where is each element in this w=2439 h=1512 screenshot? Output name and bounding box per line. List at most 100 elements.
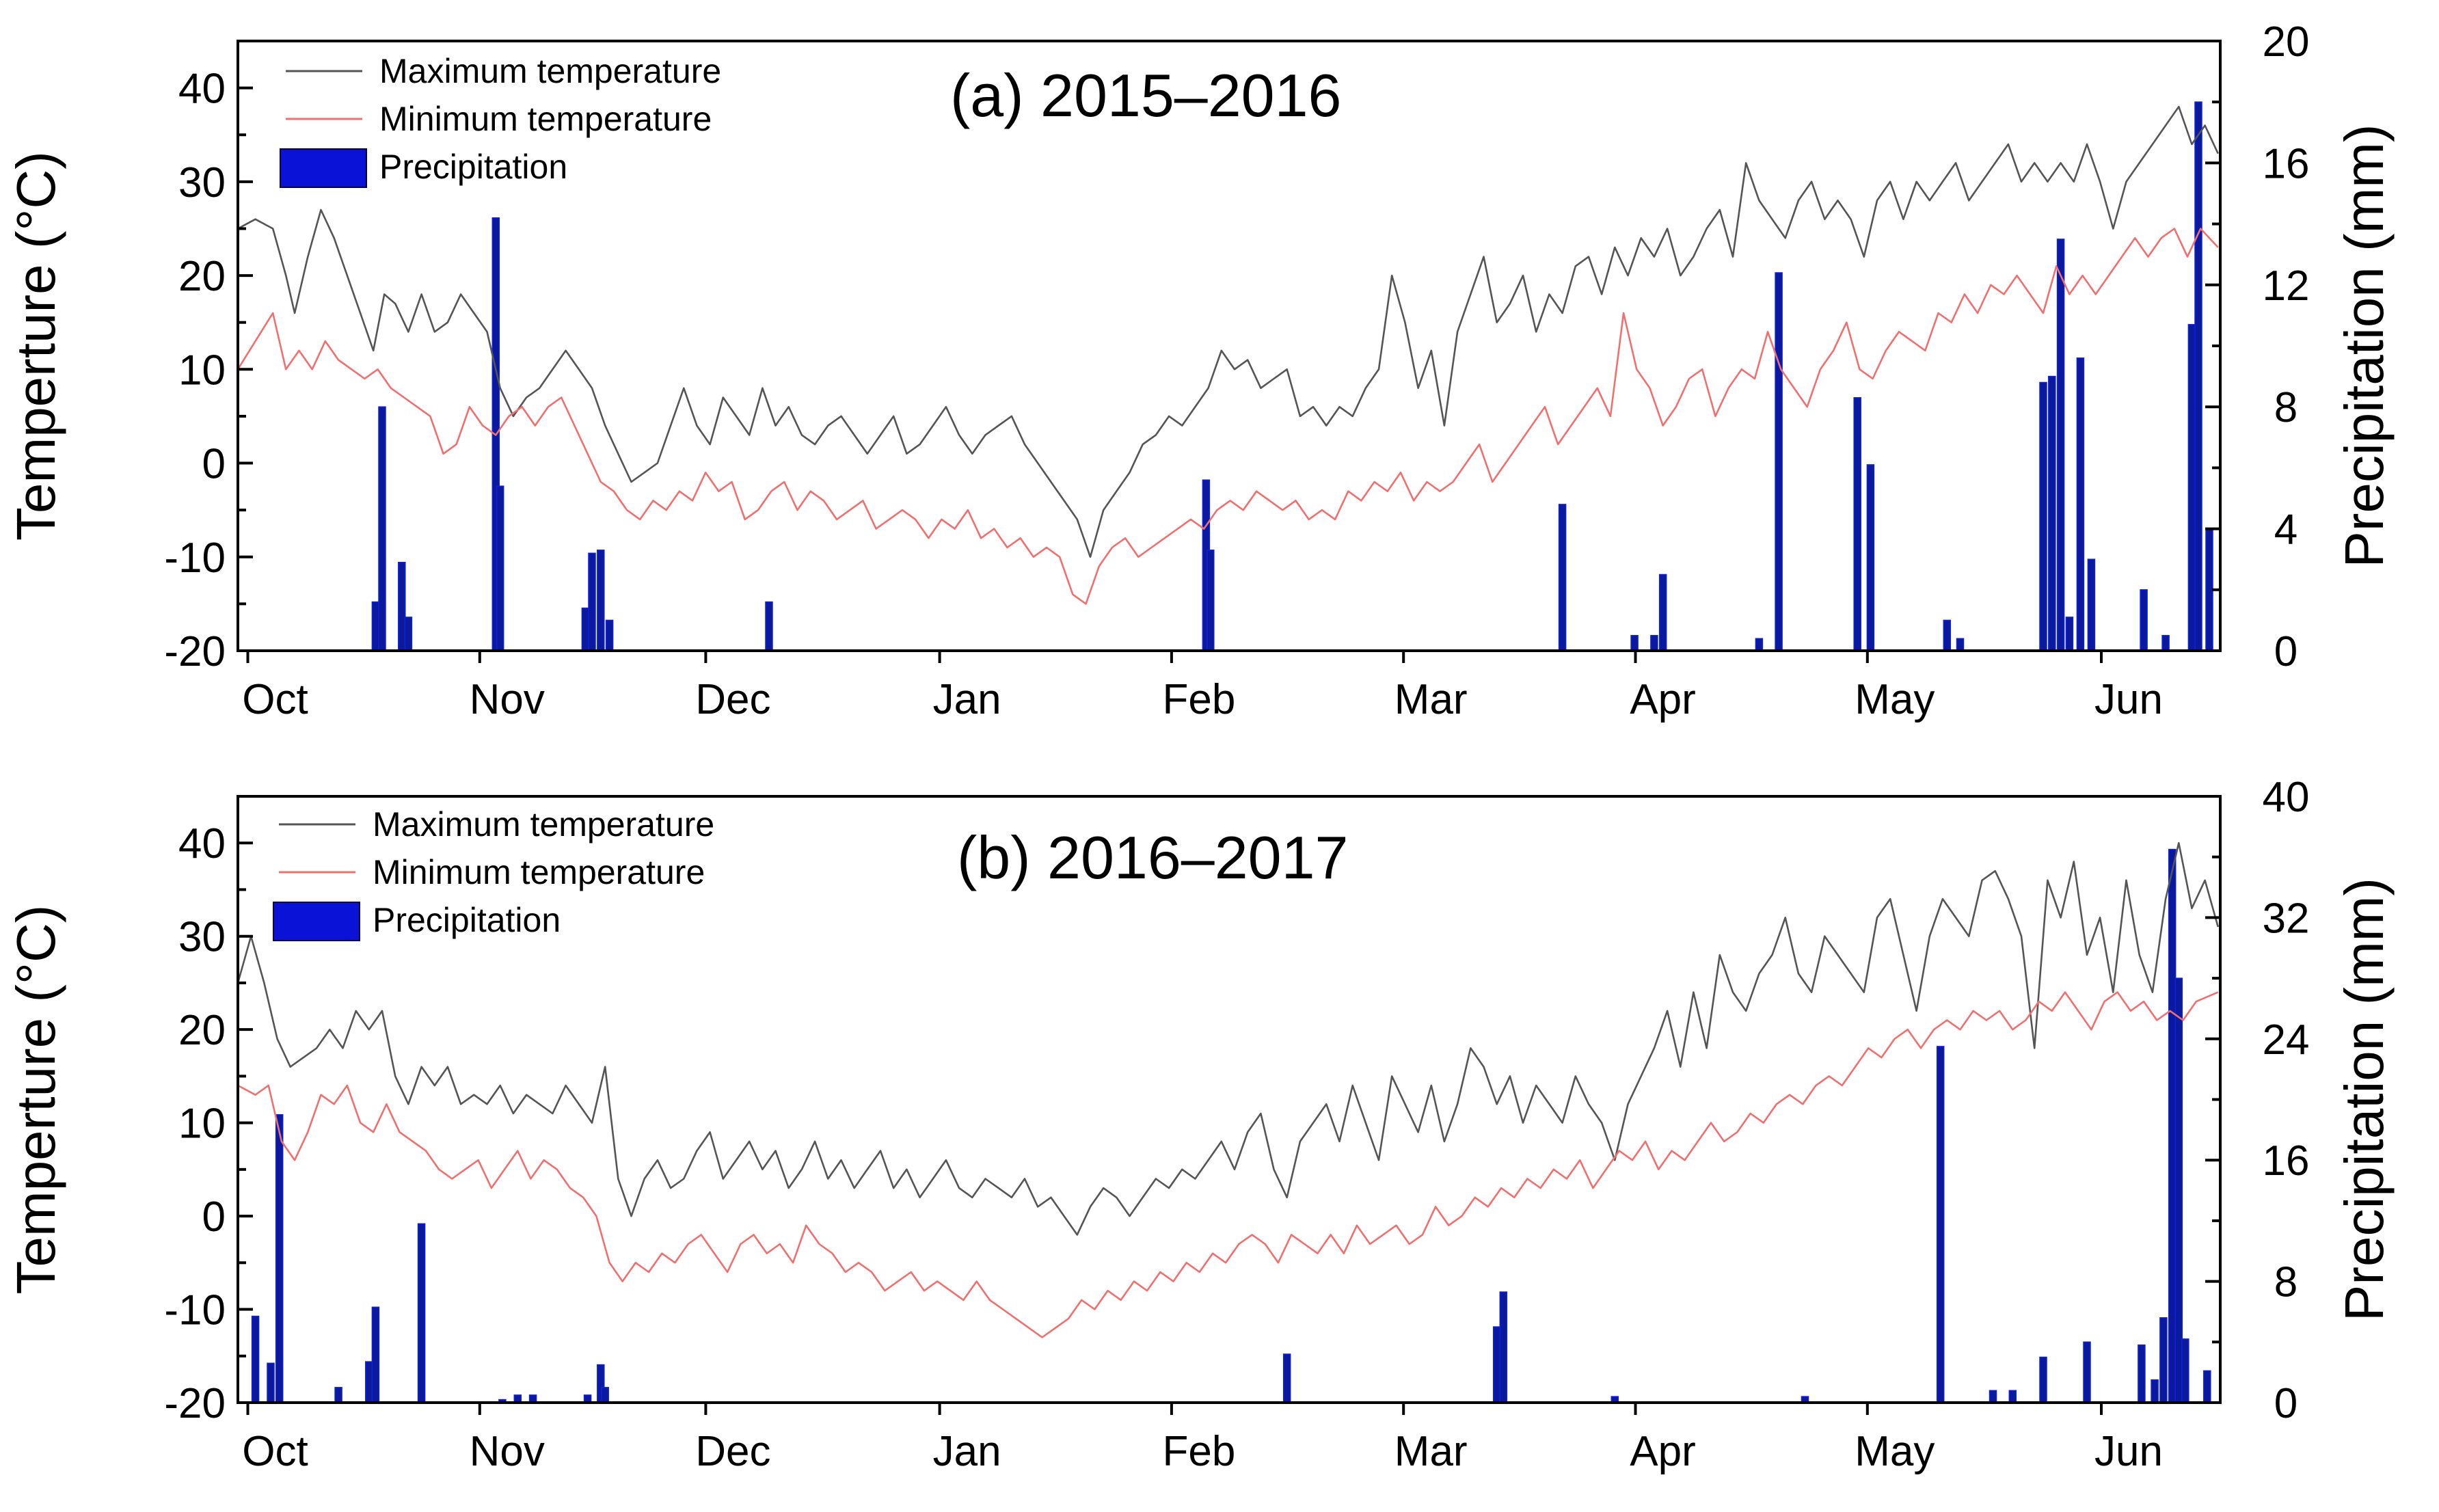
legend-label: Maximum temperature [379,52,721,90]
y-tick-label: -20 [164,1380,226,1427]
panel-b: 40 30 20 10 0 -10 -20 40 32 24 16 8 0 Oct Nov Dec Jan Feb… [5,774,2395,1475]
y2-tick-label: 8 [2274,384,2297,431]
precip-bar-10 [765,601,773,651]
y2-tick-label: 40 [2263,774,2310,821]
y-tick-label: 10 [178,1101,226,1148]
precip-bar-33 [2205,528,2213,651]
precip-bar-18 [1936,1046,1945,1403]
precip-bar-24 [2151,1379,2159,1403]
precip-bar-12 [1207,550,1215,651]
x-tick-label-jun: Jun [2094,676,2163,723]
precip-bar-19 [1989,1390,1997,1403]
x-tick-label-apr: Apr [1630,676,1695,723]
precip-bar-13 [1558,504,1567,651]
x-tick-label-jan: Jan [933,676,1001,723]
precip-bar-30 [2161,634,2170,651]
legend-swatch-precipitation [280,148,367,188]
x-tick-label-nov: Nov [470,676,545,723]
precip-bar-2 [275,1113,284,1403]
x-tick-label-oct: Oct [242,1428,308,1475]
precip-bar-0 [251,1315,260,1403]
precip-bar-20 [2008,1390,2017,1403]
x-tick-label-feb: Feb [1162,676,1235,723]
precip-bar-21 [2039,1356,2047,1403]
precip-bar-22 [2083,1341,2091,1403]
precip-bar-9 [605,619,614,651]
precip-bar-2 [398,561,406,651]
precip-bar-5 [496,485,504,651]
precip-bar-26 [2065,617,2074,651]
precip-bar-6 [417,1223,426,1403]
precip-bar-4 [365,1361,373,1403]
precip-bar-3 [334,1387,342,1403]
precip-bar-12 [601,1387,609,1403]
precip-bar-6 [581,607,590,651]
legend-label: Minimum temperature [373,853,705,891]
y2-tick-label: 32 [2263,895,2310,942]
precip-bar-5 [371,1306,380,1403]
y2-tick-label: 12 [2263,262,2310,310]
precip-bar-8 [597,550,605,651]
precip-bar-13 [1282,1353,1291,1403]
x-tick-label-mar: Mar [1394,676,1468,723]
max-temp-line [237,841,2220,1236]
y-tick-label: 40 [178,66,226,113]
precip-bar-1 [267,1362,275,1403]
y2-tick-label: 16 [2263,140,2310,187]
precip-bar-1 [378,406,386,651]
precip-bar-17 [1755,638,1764,651]
y2-tick-label: 20 [2263,18,2310,66]
precip-bar-28 [2181,1338,2189,1403]
y2-tick-label: 4 [2274,507,2297,554]
precip-bar-20 [1866,464,1875,651]
legend: Maximum temperature Minimum temperature Pr… [280,52,721,188]
precip-bar-25 [2056,239,2065,651]
precip-bar-23 [2039,381,2047,651]
precip-bar-19 [1853,397,1861,651]
y-tick-label: 30 [178,914,226,961]
x-tick-label-dec: Dec [695,676,770,723]
precip-bar-28 [2087,558,2096,651]
x-tick-label-feb: Feb [1162,1428,1235,1475]
x-tick-label-may: May [1855,676,1935,723]
legend-label: Precipitation [373,901,561,939]
precipitation-bars [251,848,2211,1403]
precip-bar-27 [2174,977,2183,1403]
x-tick-label-apr: Apr [1630,1428,1695,1475]
x-tick-label-jan: Jan [933,1428,1001,1475]
y2-axis-title: Precipitation (mm) [2334,124,2395,567]
x-tick-label-mar: Mar [1394,1428,1468,1475]
precip-bar-29 [2140,589,2148,651]
x-tick-label-nov: Nov [470,1428,545,1475]
y-tick-label: 0 [202,1193,226,1241]
x-tick-label-jun: Jun [2094,1428,2163,1475]
precip-bar-23 [2138,1344,2146,1403]
precip-bar-22 [1956,638,1965,651]
legend-swatch-precipitation [273,902,360,941]
panel-title: (b) 2016–2017 [957,824,1348,891]
y2-tick-label: 24 [2263,1016,2310,1064]
precip-bar-14 [1492,1326,1501,1403]
y2-axis-title: Precipitation (mm) [2334,878,2395,1321]
precip-bar-15 [1499,1291,1508,1403]
y-tick-label: 20 [178,1007,226,1054]
precip-bar-26 [2168,848,2177,1403]
precip-bar-7 [588,552,596,651]
precip-bar-21 [1943,619,1952,651]
y2-tick-label: 0 [2274,1380,2297,1427]
min-temp-line [237,228,2219,605]
y-tick-label: 40 [178,820,226,867]
y-tick-label: 0 [202,441,226,488]
precip-bar-31 [2187,324,2196,651]
precip-bar-32 [2194,101,2202,651]
y-tick-label: -10 [164,535,226,582]
x-tick-label-may: May [1855,1428,1935,1475]
precipitation-bars [371,101,2213,651]
precip-bar-29 [2203,1370,2211,1403]
min-temp-line [237,991,2219,1338]
y2-tick-label: 8 [2274,1259,2297,1306]
precip-bar-25 [2159,1317,2168,1403]
y-tick-label: 30 [178,159,226,206]
precip-bar-0 [371,601,380,651]
